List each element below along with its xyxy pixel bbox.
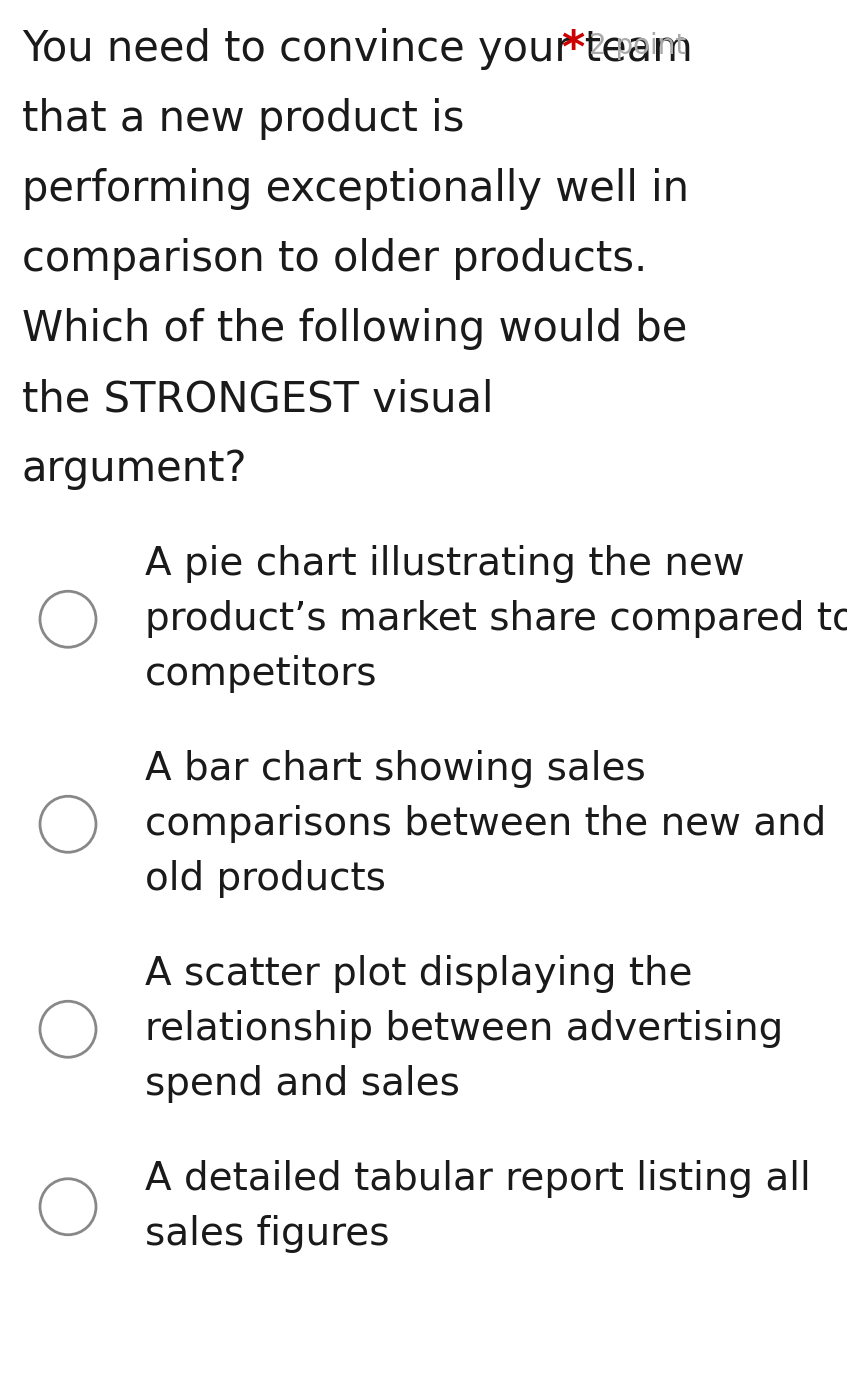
Text: A scatter plot displaying the: A scatter plot displaying the — [145, 955, 693, 992]
Text: A pie chart illustrating the new: A pie chart illustrating the new — [145, 545, 745, 582]
Text: *: * — [562, 28, 584, 71]
Text: A detailed tabular report listing all: A detailed tabular report listing all — [145, 1161, 811, 1198]
Text: spend and sales: spend and sales — [145, 1065, 460, 1104]
Text: performing exceptionally well in: performing exceptionally well in — [22, 168, 689, 210]
Text: comparisons between the new and: comparisons between the new and — [145, 805, 827, 842]
Text: relationship between advertising: relationship between advertising — [145, 1011, 783, 1048]
Text: that a new product is: that a new product is — [22, 99, 464, 140]
Text: old products: old products — [145, 860, 386, 898]
Text: product’s market share compared to: product’s market share compared to — [145, 600, 847, 638]
Text: sales figures: sales figures — [145, 1215, 390, 1252]
Text: competitors: competitors — [145, 655, 378, 694]
Text: Which of the following would be: Which of the following would be — [22, 309, 688, 350]
Text: 2 point: 2 point — [589, 32, 686, 60]
Text: You need to convince your team: You need to convince your team — [22, 28, 706, 70]
Text: A bar chart showing sales: A bar chart showing sales — [145, 751, 645, 788]
Text: comparison to older products.: comparison to older products. — [22, 238, 647, 279]
Text: the STRONGEST visual: the STRONGEST visual — [22, 378, 494, 420]
Text: argument?: argument? — [22, 448, 247, 491]
